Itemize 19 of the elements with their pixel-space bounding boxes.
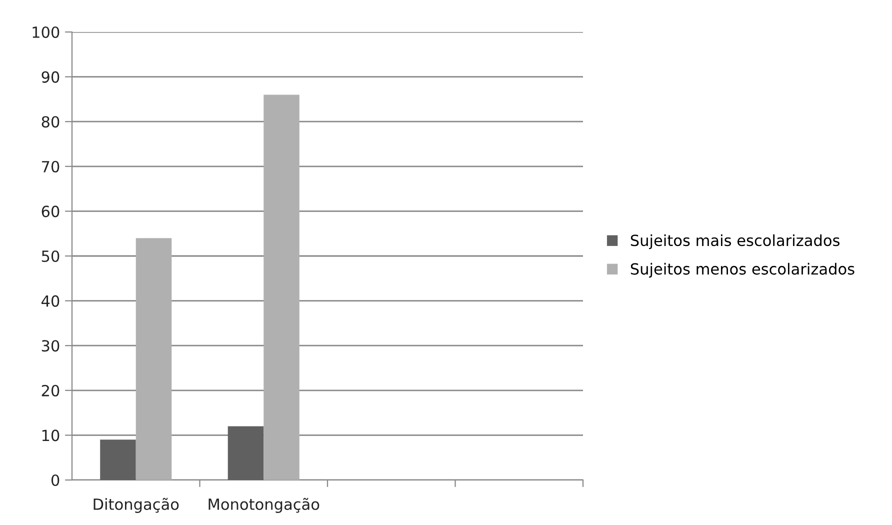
legend-label: Sujeitos mais escolarizados [630, 234, 840, 250]
y-tick-label: 10 [42, 430, 60, 442]
legend-label: Sujeitos menos escolarizados [630, 262, 854, 278]
y-tick-label: 30 [42, 340, 60, 352]
y-tick-label: 70 [42, 160, 60, 172]
y-tick-label: 60 [42, 206, 60, 218]
y-tick-label: 100 [32, 26, 60, 38]
bar [136, 238, 172, 480]
x-tick-label: Monotongação [208, 498, 320, 513]
y-tick-label: 90 [42, 71, 60, 83]
bar [228, 426, 264, 480]
y-tick-label: 20 [42, 384, 60, 396]
bar [264, 94, 300, 480]
bar [100, 440, 136, 480]
y-tick-label: 40 [42, 295, 60, 307]
y-tick-label: 0 [51, 474, 60, 486]
x-tick-label: Ditongação [94, 498, 179, 513]
y-tick-label: 50 [42, 250, 60, 262]
y-tick-label: 80 [42, 116, 60, 128]
